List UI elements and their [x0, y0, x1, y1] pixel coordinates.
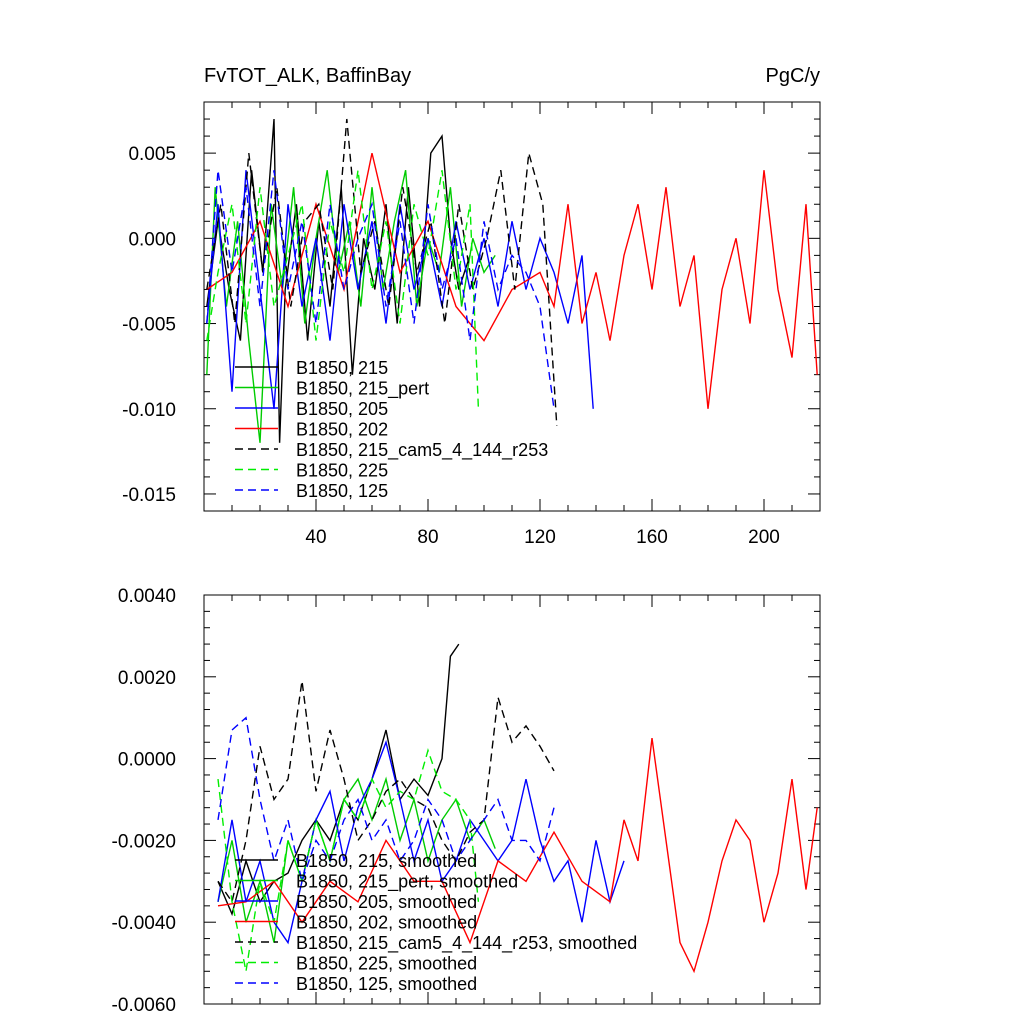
- legend-label: B1850, 205: [296, 399, 388, 419]
- series-line: [206, 170, 480, 409]
- legend-label: B1850, 215: [296, 358, 388, 378]
- series-line: [217, 748, 480, 972]
- legend-label: B1850, 215, smoothed: [296, 851, 477, 871]
- legend-label: B1850, 125, smoothed: [296, 974, 477, 994]
- y-tick-label: 0.005: [128, 144, 176, 165]
- series-line: [206, 170, 594, 409]
- legend-label: B1850, 215_cam5_4_144_r253: [296, 440, 548, 461]
- x-tick-label: 80: [417, 527, 438, 548]
- legend-label: B1850, 202, smoothed: [296, 913, 477, 933]
- y-tick-label: -0.015: [122, 485, 176, 506]
- top-title-units: PgC/y: [766, 65, 820, 87]
- series-line: [217, 716, 555, 884]
- legend-label: B1850, 225, smoothed: [296, 954, 477, 974]
- x-tick-label: 120: [524, 527, 556, 548]
- x-tick-label: 160: [636, 527, 668, 548]
- bottom-axis-ticks: 0.0040 0.0020 0.0000 -0.0020 -0.0040 -0.0060: [112, 586, 820, 1016]
- top-title-left: FvTOT_ALK, BaffinBay: [204, 65, 411, 87]
- series-line: [217, 739, 625, 945]
- y-tick-label: -0.0020: [112, 831, 176, 852]
- legend-label: B1850, 202: [296, 420, 388, 440]
- series-line: [217, 776, 496, 943]
- y-tick-label: -0.0040: [112, 913, 176, 934]
- series-line: [206, 170, 496, 443]
- legend-label: B1850, 125: [296, 481, 388, 501]
- top-axis-ticks: 40 80 120 160 200 0.005 0.000 -0.005 -0.010 -0.01…: [122, 101, 820, 548]
- y-tick-label: 0.0000: [118, 750, 176, 771]
- y-tick-label: -0.005: [122, 315, 176, 336]
- bottom-panel: 0.00400.00200.0000-0.0020-0.0040-0.0060 …: [112, 586, 821, 1016]
- bottom-series-group: [217, 643, 818, 974]
- y-tick-label: 0.0040: [118, 586, 176, 607]
- legend-label: B1850, 215_pert: [296, 379, 429, 400]
- y-tick-label: 0.000: [128, 229, 176, 250]
- legend-label: B1850, 215_cam5_4_144_r253, smoothed: [296, 933, 637, 954]
- legend-label: B1850, 215_pert, smoothed: [296, 872, 518, 893]
- legend-label: B1850, 205, smoothed: [296, 892, 477, 912]
- legend-label: B1850, 225: [296, 461, 388, 481]
- y-tick-label: -0.0060: [112, 995, 176, 1016]
- top-series-group: [206, 118, 818, 443]
- x-tick-label: 40: [305, 527, 326, 548]
- x-tick-label: 200: [748, 527, 780, 548]
- series-line: [217, 680, 555, 904]
- series-line: [206, 152, 818, 409]
- top-panel: FvTOT_ALK, BaffinBay PgC/y 40 80 120 160 200…: [122, 65, 821, 548]
- y-tick-label: -0.010: [122, 400, 176, 421]
- y-tick-label: 0.0020: [118, 668, 176, 689]
- series-line: [206, 170, 555, 409]
- series-line: [217, 738, 818, 974]
